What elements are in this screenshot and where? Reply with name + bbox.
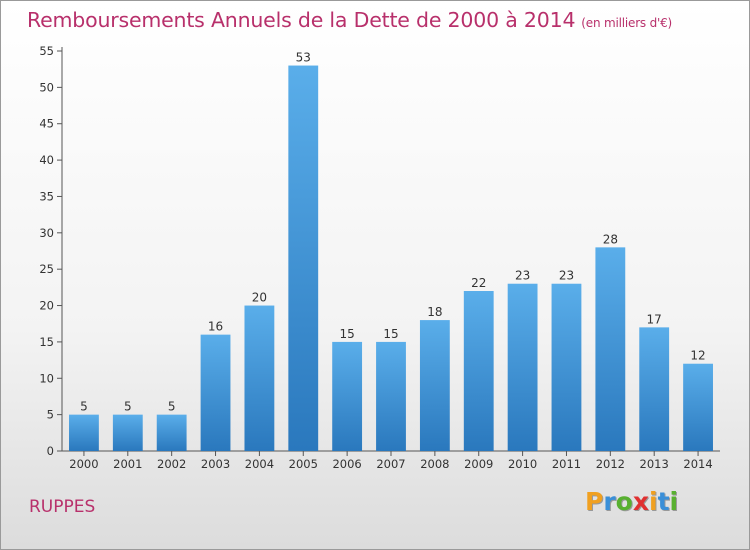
x-tick-label: 2003 bbox=[201, 457, 230, 471]
x-tick-label: 2012 bbox=[596, 457, 625, 471]
y-tick-label: 5 bbox=[47, 408, 54, 422]
data-label: 16 bbox=[208, 320, 223, 334]
bar-2001 bbox=[112, 414, 143, 451]
logo-letter: x bbox=[632, 487, 649, 516]
logo-letter: P bbox=[585, 487, 604, 516]
logo-letter: i bbox=[669, 487, 679, 516]
x-tick-label: 2005 bbox=[289, 457, 318, 471]
data-label: 5 bbox=[124, 400, 132, 414]
x-tick-label: 2000 bbox=[69, 457, 98, 471]
bar-2012 bbox=[595, 247, 626, 451]
data-label: 20 bbox=[252, 291, 267, 305]
data-label: 12 bbox=[690, 349, 705, 363]
chart-title-text: Remboursements Annuels de la Dette de 20… bbox=[27, 8, 576, 32]
data-label: 17 bbox=[647, 312, 662, 326]
y-tick-label: 20 bbox=[39, 299, 54, 313]
bar-2013 bbox=[639, 327, 670, 451]
data-label: 23 bbox=[515, 269, 530, 283]
x-tick-label: 2001 bbox=[113, 457, 142, 471]
y-tick-label: 50 bbox=[39, 80, 54, 94]
y-tick-label: 45 bbox=[39, 117, 54, 131]
logo-letter: i bbox=[649, 487, 658, 516]
data-label: 28 bbox=[603, 232, 618, 246]
data-label: 5 bbox=[80, 400, 88, 414]
bar-2007 bbox=[376, 341, 406, 451]
bar-2002 bbox=[156, 414, 187, 451]
x-tick-label: 2014 bbox=[683, 457, 712, 471]
data-label: 53 bbox=[296, 51, 311, 65]
y-tick-label: 0 bbox=[47, 444, 54, 458]
chart-title: Remboursements Annuels de la Dette de 20… bbox=[27, 8, 672, 32]
data-label: 18 bbox=[427, 305, 442, 319]
y-tick-label: 30 bbox=[39, 226, 54, 240]
data-labels: 5 5 5 16 20 53 15 15 18 22 23 23 28 17 12 bbox=[80, 51, 706, 414]
data-label: 22 bbox=[471, 276, 486, 290]
commune-name: RUPPES bbox=[29, 497, 96, 517]
proxiti-logo: Proxiti bbox=[585, 487, 678, 516]
bar-2011 bbox=[551, 283, 582, 451]
bar-2009 bbox=[463, 291, 494, 451]
bar-2003 bbox=[200, 334, 231, 451]
y-tick-label: 25 bbox=[39, 262, 54, 276]
logo-letter: r bbox=[603, 487, 616, 516]
x-tick-label: 2010 bbox=[508, 457, 537, 471]
x-tick-label: 2007 bbox=[376, 457, 405, 471]
bar-2000 bbox=[69, 414, 99, 451]
data-label: 23 bbox=[559, 269, 574, 283]
data-label: 15 bbox=[339, 327, 354, 341]
bar-2005 bbox=[288, 65, 319, 451]
bar-2014 bbox=[683, 363, 713, 451]
x-tick-label: 2002 bbox=[157, 457, 186, 471]
bars bbox=[69, 65, 713, 451]
logo-letter: o bbox=[615, 487, 633, 516]
bar-2004 bbox=[244, 305, 275, 451]
y-tick-label: 40 bbox=[39, 153, 54, 167]
x-tick-label: 2009 bbox=[464, 457, 493, 471]
logo-letter: t bbox=[657, 487, 670, 516]
y-tick-label: 55 bbox=[39, 44, 54, 58]
x-tick-label: 2008 bbox=[420, 457, 449, 471]
y-tick-label: 10 bbox=[39, 371, 54, 385]
bar-2008 bbox=[419, 320, 450, 451]
x-tick-label: 2013 bbox=[640, 457, 669, 471]
y-tick-label: 15 bbox=[39, 335, 54, 349]
x-tick-label: 2006 bbox=[332, 457, 361, 471]
x-tick-label: 2011 bbox=[552, 457, 581, 471]
bar-2006 bbox=[332, 341, 363, 451]
data-label: 5 bbox=[168, 400, 176, 414]
chart-unit: (en milliers d'€) bbox=[581, 16, 673, 30]
x-tick-label: 2004 bbox=[245, 457, 274, 471]
bar-2010 bbox=[507, 283, 538, 451]
data-label: 15 bbox=[383, 327, 398, 341]
y-tick-label: 35 bbox=[39, 189, 54, 203]
